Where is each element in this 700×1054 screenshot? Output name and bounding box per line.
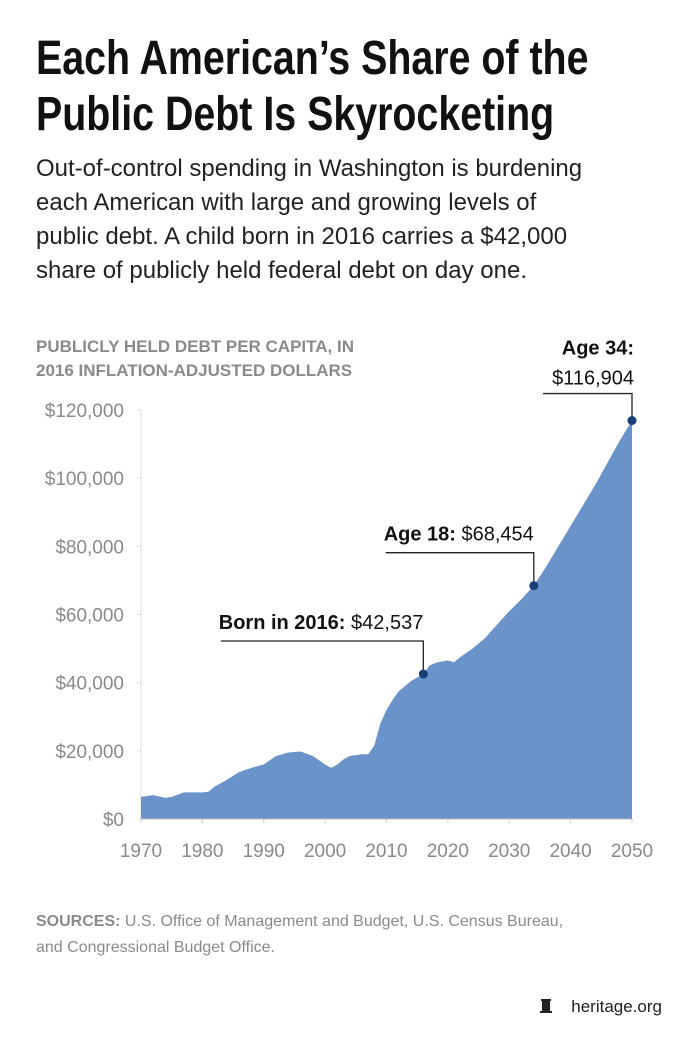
y-tick-label: $20,000 — [55, 742, 124, 763]
point-marker — [418, 669, 428, 679]
point-marker — [627, 416, 637, 426]
x-tick-label: 2030 — [488, 841, 530, 862]
subtitle-line: Out-of-control spending in Washington is… — [36, 155, 582, 182]
annotation-value: $42,537 — [351, 612, 423, 634]
plot: $0 $20,000 $40,000 $60,000 $80,000 $100,000 $1… — [45, 338, 653, 862]
sources: SOURCES: U.S. Office of Management and B… — [36, 913, 563, 930]
y-tick-label: $80,000 — [55, 537, 124, 558]
annotation: Age 18: $68,454 — [384, 524, 534, 546]
y-axis-title: PUBLICLY HELD DEBT PER CAPITA, IN — [36, 337, 354, 356]
annotation-label: Age 18: — [384, 524, 456, 546]
logo-icon — [540, 999, 552, 1013]
leader-line — [220, 640, 424, 675]
annotation-value: $68,454 — [462, 524, 534, 546]
y-tick-label: $120,000 — [45, 401, 124, 422]
sources-text: U.S. Office of Management and Budget, U.… — [125, 913, 563, 930]
area — [141, 420, 632, 819]
sources-label: SOURCES: — [36, 913, 120, 930]
title-line: Public Debt Is Skyrocketing — [36, 87, 554, 141]
title: Each American’s Share of the Public Debt… — [36, 31, 588, 141]
y-tick-label: $40,000 — [55, 674, 124, 695]
logo: heritage.org — [571, 997, 662, 1016]
x-tick-label: 2010 — [365, 841, 407, 862]
y-axis-title: 2016 INFLATION-ADJUSTED DOLLARS — [36, 361, 352, 380]
x-tick-label: 2000 — [304, 841, 346, 862]
annotation-label: Age 34: — [562, 338, 634, 360]
subtitle-line: each American with large and growing lev… — [36, 189, 537, 216]
annotation-value: $116,904 — [552, 368, 634, 390]
x-tick-label: 2040 — [549, 841, 591, 862]
y-tick-label: $0 — [103, 810, 124, 831]
title-line: Each American’s Share of the — [36, 31, 588, 85]
subtitle-line: public debt. A child born in 2016 carrie… — [36, 223, 567, 250]
annotation-label: Born in 2016: — [219, 612, 346, 634]
y-tick-label: $60,000 — [55, 606, 124, 627]
subtitle-line: share of publicly held federal debt on d… — [36, 257, 527, 284]
annotation: Born in 2016: $42,537 — [219, 612, 424, 634]
x-tick-label: 1970 — [120, 841, 162, 862]
x-tick-label: 1990 — [243, 841, 285, 862]
leader-line — [385, 552, 535, 586]
sources-text: and Congressional Budget Office. — [36, 939, 275, 956]
leader-line — [543, 392, 633, 421]
x-tick-label: 1980 — [181, 841, 223, 862]
x-tick-label: 2050 — [611, 841, 653, 862]
x-tick-label: 2020 — [427, 841, 469, 862]
point-marker — [529, 581, 539, 591]
y-tick-label: $100,000 — [45, 469, 124, 490]
